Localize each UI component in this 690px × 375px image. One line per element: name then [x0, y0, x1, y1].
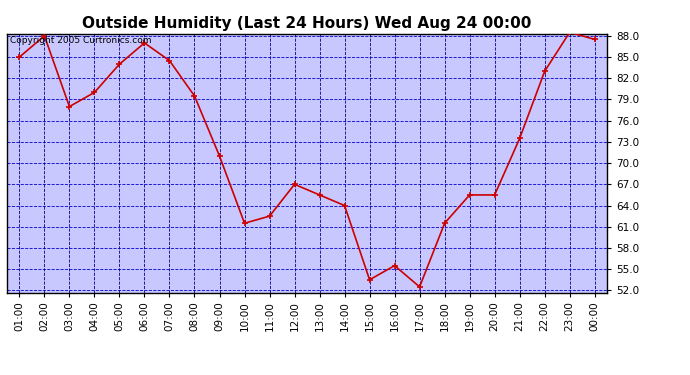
Text: Copyright 2005 Curtronics.com: Copyright 2005 Curtronics.com [10, 36, 151, 45]
Title: Outside Humidity (Last 24 Hours) Wed Aug 24 00:00: Outside Humidity (Last 24 Hours) Wed Aug… [82, 16, 532, 31]
